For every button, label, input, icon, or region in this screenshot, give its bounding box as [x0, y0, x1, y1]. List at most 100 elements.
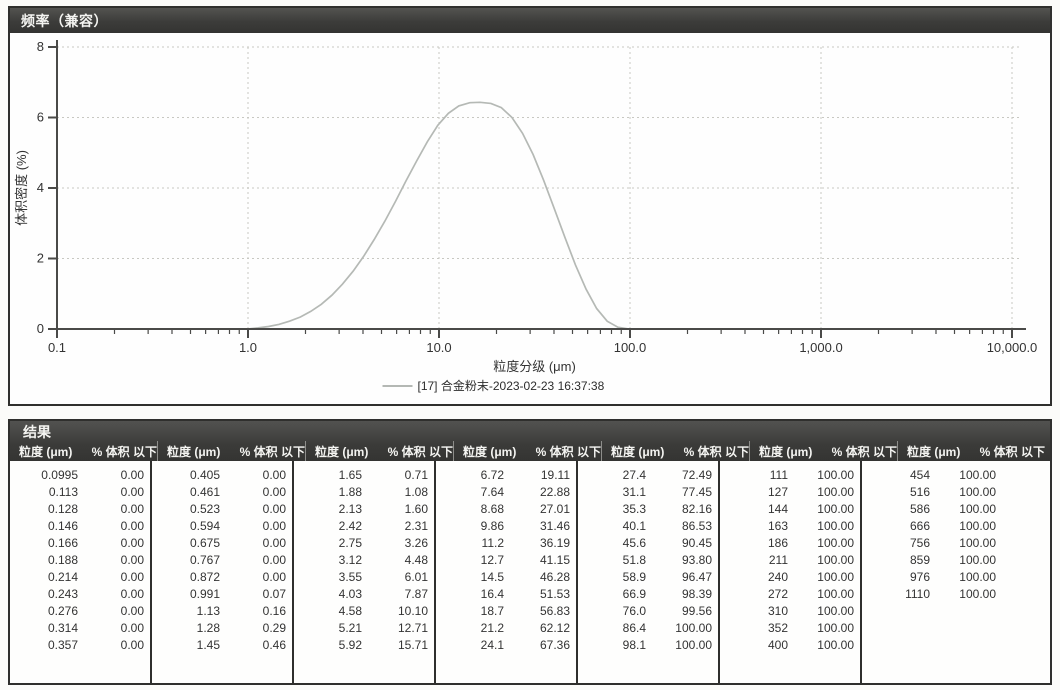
size-value: 352 [767, 620, 788, 635]
pct-value: 100.00 [959, 552, 996, 567]
table-row: 2.42 2.31 [294, 517, 434, 534]
size-value: 2.42 [338, 518, 362, 533]
pct-value: 15.71 [397, 637, 428, 652]
size-value: 5.21 [338, 620, 362, 635]
frequency-panel-title: 频率（兼容） [21, 12, 108, 29]
size-value: 16.4 [480, 586, 504, 601]
size-value: 186 [767, 535, 788, 550]
pct-value: 22.88 [539, 484, 570, 499]
pct-value: 27.01 [539, 501, 570, 516]
pct-value: 41.15 [539, 552, 570, 567]
table-row: 1.88 1.08 [294, 483, 434, 500]
pct-value: 0.00 [120, 637, 144, 652]
pct-column-header: % 体积 以下 [831, 444, 897, 459]
size-value: 7.64 [480, 484, 504, 499]
table-row: 0.594 0.00 [152, 517, 292, 534]
pct-value: 0.00 [120, 484, 144, 499]
pct-value: 99.56 [681, 603, 712, 618]
pct-value: 100.00 [959, 586, 996, 601]
pct-value: 6.01 [404, 569, 428, 584]
table-row: 0.314 0.00 [10, 619, 150, 636]
table-row: 18.7 56.83 [436, 602, 576, 619]
pct-value: 0.00 [120, 552, 144, 567]
size-value: 0.188 [47, 552, 78, 567]
size-value: 66.9 [622, 586, 646, 601]
size-value: 6.72 [480, 467, 504, 482]
table-row: 163 100.00 [720, 517, 860, 534]
size-value: 76.0 [622, 603, 646, 618]
pct-value: 100.00 [817, 467, 854, 482]
size-value: 0.594 [189, 518, 220, 533]
table-row: 0.405 0.00 [152, 466, 292, 483]
size-value: 58.9 [622, 569, 646, 584]
pct-value: 100.00 [959, 518, 996, 533]
pct-value: 100.00 [817, 518, 854, 533]
size-value: 1.45 [196, 637, 220, 652]
table-row: 12.7 41.15 [436, 551, 576, 568]
table-row: 86.4 100.00 [578, 619, 718, 636]
pct-value: 19.11 [540, 467, 570, 482]
pct-value: 77.45 [681, 484, 712, 499]
table-row: 1.65 0.71 [294, 466, 434, 483]
pct-value: 0.46 [262, 637, 286, 652]
pct-value: 3.26 [404, 535, 428, 550]
size-value: 27.4 [622, 467, 646, 482]
size-value: 127 [767, 484, 788, 499]
size-value: 516 [909, 484, 930, 499]
pct-value: 0.29 [262, 620, 286, 635]
table-row: 0.675 0.00 [152, 534, 292, 551]
table-row: 0.243 0.00 [10, 585, 150, 602]
size-value: 1110 [905, 586, 930, 601]
result-column-group: 0.405 0.00 0.461 0.00 0.523 0.00 0.594 0.00 0.67… [152, 461, 294, 683]
table-row: 31.1 77.45 [578, 483, 718, 500]
table-row: 0.128 0.00 [10, 500, 150, 517]
size-value: 1.65 [338, 467, 362, 482]
pct-value: 100.00 [817, 603, 854, 618]
size-value: 31.1 [622, 484, 646, 499]
x-axis-title: 粒度分级 (μm) [493, 359, 576, 374]
table-row: 0.991 0.07 [152, 585, 292, 602]
svg-text:6: 6 [37, 110, 44, 125]
pct-value: 0.00 [262, 518, 286, 533]
results-panel: 结果 粒度 (μm)% 体积 以下 粒度 (μm)% 体积 以下 粒度 (μm)% … [8, 419, 1052, 685]
pct-value: 100.00 [817, 586, 854, 601]
table-row: 400 100.00 [720, 636, 860, 653]
table-row: 0.872 0.00 [152, 568, 292, 585]
pct-value: 0.07 [262, 586, 286, 601]
table-row: 35.3 82.16 [578, 500, 718, 517]
result-column-group: 6.72 19.11 7.64 22.88 8.68 27.01 9.86 31.46 11.2… [436, 461, 578, 683]
table-row: 1.45 0.46 [152, 636, 292, 653]
table-row: 9.86 31.46 [436, 517, 576, 534]
table-row: 98.1 100.00 [578, 636, 718, 653]
size-column-header: 粒度 (μm) [907, 444, 961, 459]
size-value: 111 [769, 467, 788, 482]
results-title: 结果 [23, 424, 51, 440]
size-value: 211 [768, 552, 788, 567]
table-row: 756 100.00 [862, 534, 1050, 551]
pct-value: 72.49 [681, 467, 712, 482]
pct-column-header: % 体积 以下 [387, 444, 453, 459]
results-column-headers: 粒度 (μm)% 体积 以下 粒度 (μm)% 体积 以下 粒度 (μm)% 体积 … [10, 441, 1050, 461]
frequency-panel: 频率（兼容） 0.1 1.0 10.0 100.0 1,000.0 10,000.0 0 2 4… [8, 6, 1052, 406]
size-value: 9.86 [480, 518, 504, 533]
size-value: 666 [909, 518, 930, 533]
pct-value: 0.00 [262, 552, 286, 567]
pct-value: 36.19 [539, 535, 570, 550]
result-column-group: 1.65 0.71 1.88 1.08 2.13 1.60 2.42 2.31 2.75 3.26… [294, 461, 436, 683]
size-value: 586 [909, 501, 930, 516]
size-value: 11.2 [481, 535, 504, 550]
result-column-group: 0.0995 0.00 0.113 0.00 0.128 0.00 0.146 0.00 0.1… [10, 461, 152, 683]
pct-value: 98.39 [681, 586, 712, 601]
table-row: 0.523 0.00 [152, 500, 292, 517]
pct-value: 0.00 [262, 535, 286, 550]
size-value: 756 [909, 535, 930, 550]
table-row: 211 100.00 [720, 551, 860, 568]
table-row: 45.6 90.45 [578, 534, 718, 551]
table-row: 0.146 0.00 [10, 517, 150, 534]
size-column-header: 粒度 (μm) [167, 444, 221, 459]
svg-text:1.0: 1.0 [239, 340, 257, 355]
table-row: 0.357 0.00 [10, 636, 150, 653]
size-value: 0.276 [47, 603, 78, 618]
size-value: 21.2 [480, 620, 504, 635]
pct-value: 100.00 [959, 467, 996, 482]
